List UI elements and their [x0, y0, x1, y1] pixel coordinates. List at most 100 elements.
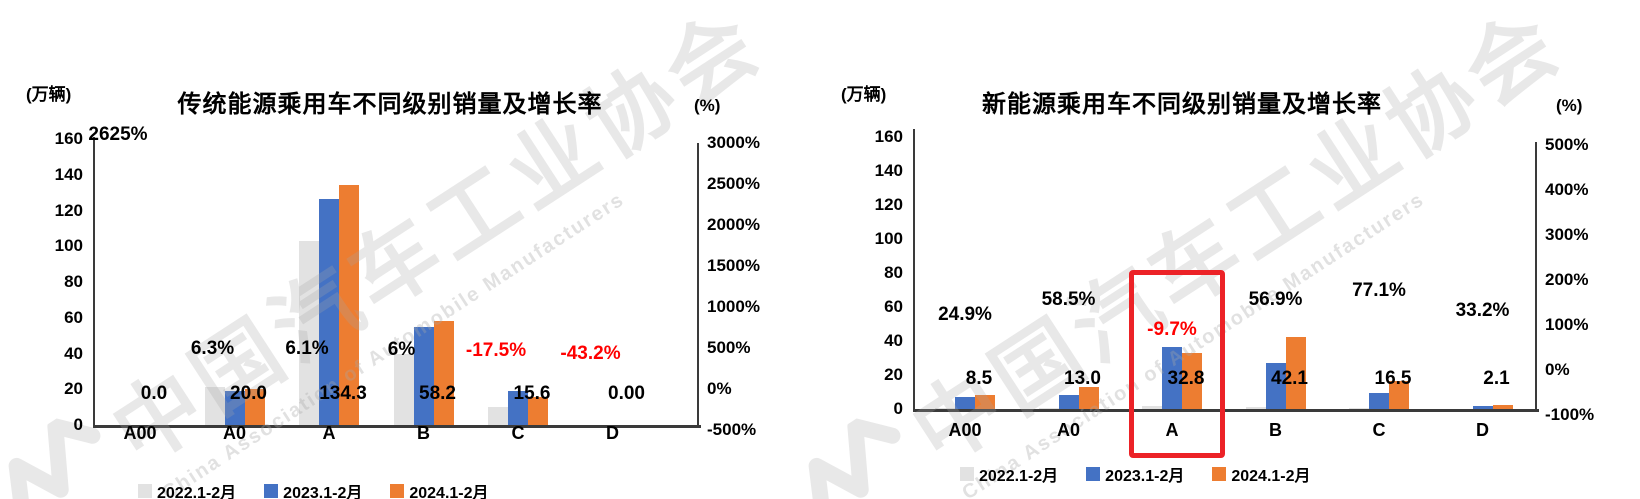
y-axis-tick-label: 60	[884, 297, 903, 316]
legend-label: 2024.1-2月	[409, 485, 489, 499]
secondary-axis-tick-label: 200%	[1545, 270, 1589, 289]
x-axis-category-label: A	[1165, 420, 1179, 440]
legend-item: 2022.1-2月	[960, 462, 1058, 486]
secondary-axis-unit-label: (%)	[694, 96, 721, 115]
x-axis-category-label: D	[1476, 420, 1489, 440]
y-axis-tick-label: 140	[54, 164, 83, 184]
primary-axis-unit-label: (万辆)	[841, 85, 887, 104]
bar-2024.1-2月-B	[1285, 337, 1306, 409]
growth-rate-label: 33.2%	[1455, 300, 1510, 322]
growth-rate-label: 58.5%	[1041, 288, 1096, 310]
bar-2022.1-2月-A	[1142, 405, 1162, 409]
secondary-axis-unit-label: (%)	[1556, 96, 1583, 115]
bar-2024.1-2月-B	[433, 320, 454, 425]
bar-value-label: 0.00	[608, 383, 645, 404]
growth-rate-label: 56.9%	[1248, 289, 1303, 311]
bar-2023.1-2月-A0	[224, 391, 245, 425]
legend-item: 2022.1-2月	[138, 479, 236, 499]
secondary-axis-tick-label: 0%	[1545, 360, 1570, 379]
y-axis-tick-label: 80	[64, 272, 83, 291]
bar-2024.1-2月-A	[1182, 353, 1202, 409]
bar-2023.1-2月-A0	[1058, 395, 1079, 409]
secondary-axis-tick-label: 2000%	[707, 215, 760, 234]
bar-2022.1-2月-A0	[204, 387, 225, 425]
bar-2022.1-2月-A00	[935, 408, 955, 409]
secondary-axis-tick-label: 300%	[1545, 225, 1589, 244]
legend: 2022.1-2月 2023.1-2月 2024.1-2月	[138, 479, 489, 499]
growth-rate-label: 2625%	[88, 123, 148, 145]
y-axis-line	[93, 137, 95, 425]
x-axis-category-label: C	[1372, 420, 1386, 440]
y-axis-tick-label: 80	[884, 263, 903, 282]
bar-value-label: 15.6	[513, 383, 551, 404]
legend-label: 2022.1-2月	[979, 468, 1059, 485]
secondary-axis-tick-label: 1000%	[707, 297, 760, 316]
x-axis-category-label: A0	[222, 423, 247, 443]
secondary-axis-tick-label: 1500%	[707, 256, 760, 275]
y-axis-tick-label: 40	[64, 343, 83, 363]
bar-2022.1-2月-C	[488, 407, 508, 425]
growth-rate-label: 6.3%	[190, 338, 235, 360]
x-axis-category-label: A	[322, 423, 336, 443]
bar-2022.1-2月-B	[1245, 406, 1266, 409]
secondary-axis-tick-label: 3000%	[707, 133, 760, 152]
secondary-axis-tick-label: 0%	[707, 379, 732, 398]
x-axis-category-label: B	[1269, 420, 1282, 440]
bar-value-label: 2.1	[1483, 368, 1510, 389]
bar-2024.1-2月-D	[1492, 405, 1513, 409]
y-axis-tick-label: 100	[874, 229, 903, 248]
bar-2024.1-2月-A0	[244, 389, 265, 425]
growth-rate-label: 77.1%	[1352, 280, 1406, 302]
y-axis-line	[913, 129, 915, 409]
chart-title: 传统能源乘用车不同级别销量及增长率	[177, 90, 603, 118]
legend-label: 2022.1-2月	[157, 485, 237, 499]
y-axis-tick-label: 60	[64, 307, 83, 327]
bar-2022.1-2月-B	[393, 353, 414, 425]
bar-value-label: 58.2	[419, 383, 456, 404]
y-axis-tick-label: 20	[884, 365, 903, 384]
x-axis-category-label: A00	[948, 420, 982, 440]
legend-label: 2023.1-2月	[1105, 468, 1185, 485]
secondary-axis-tick-label: 500%	[707, 338, 751, 357]
secondary-axis-tick-label: 500%	[1545, 135, 1589, 154]
y-axis-tick-label: 120	[874, 195, 903, 214]
y-axis-tick-label: 40	[884, 331, 903, 350]
bar-2024.1-2月-A	[339, 184, 359, 425]
secondary-axis-tick-label: 100%	[1545, 315, 1589, 334]
highlight-box	[1129, 270, 1225, 458]
y-axis-tick-label: 0	[893, 399, 903, 418]
y-axis-tick-label: 20	[64, 379, 83, 399]
bar-2022.1-2月-C	[1349, 407, 1369, 409]
legend-item: 2024.1-2月	[390, 479, 489, 499]
bar-2022.1-2月-A0	[1038, 408, 1059, 409]
x-axis-line	[913, 409, 1539, 412]
legend-swatch	[390, 484, 405, 498]
bar-2022.1-2月-A	[299, 240, 319, 425]
legend-swatch	[1086, 467, 1101, 481]
legend-label: 2024.1-2月	[1231, 468, 1311, 485]
legend-swatch	[1212, 467, 1227, 481]
y-axis-tick-label: 100	[54, 236, 83, 256]
growth-rate-label: -43.2%	[560, 342, 621, 364]
legend-item: 2024.1-2月	[1212, 462, 1311, 486]
bar-value-label: 13.0	[1064, 368, 1101, 389]
bar-value-label: 134.3	[319, 383, 367, 404]
y-axis-tick-label: 120	[54, 200, 83, 220]
bar-2023.1-2月-C	[1369, 393, 1389, 409]
bar-2023.1-2月-A	[319, 198, 339, 425]
secondary-axis-tick-label: 400%	[1545, 180, 1589, 199]
bar-value-label: 8.5	[965, 368, 993, 389]
x-axis-line	[93, 425, 701, 428]
x-axis-category-label: A0	[1056, 420, 1081, 440]
y-axis-tick-label: 160	[874, 127, 903, 146]
bar-2023.1-2月-C	[508, 391, 528, 425]
legend-swatch	[264, 484, 279, 498]
bar-2024.1-2月-A0	[1078, 386, 1099, 409]
bar-2024.1-2月-A00	[975, 394, 995, 409]
bar-value-label: 32.8	[1167, 368, 1205, 389]
x-axis-category-label: D	[606, 423, 619, 443]
bar-2023.1-2月-B	[1265, 363, 1286, 409]
